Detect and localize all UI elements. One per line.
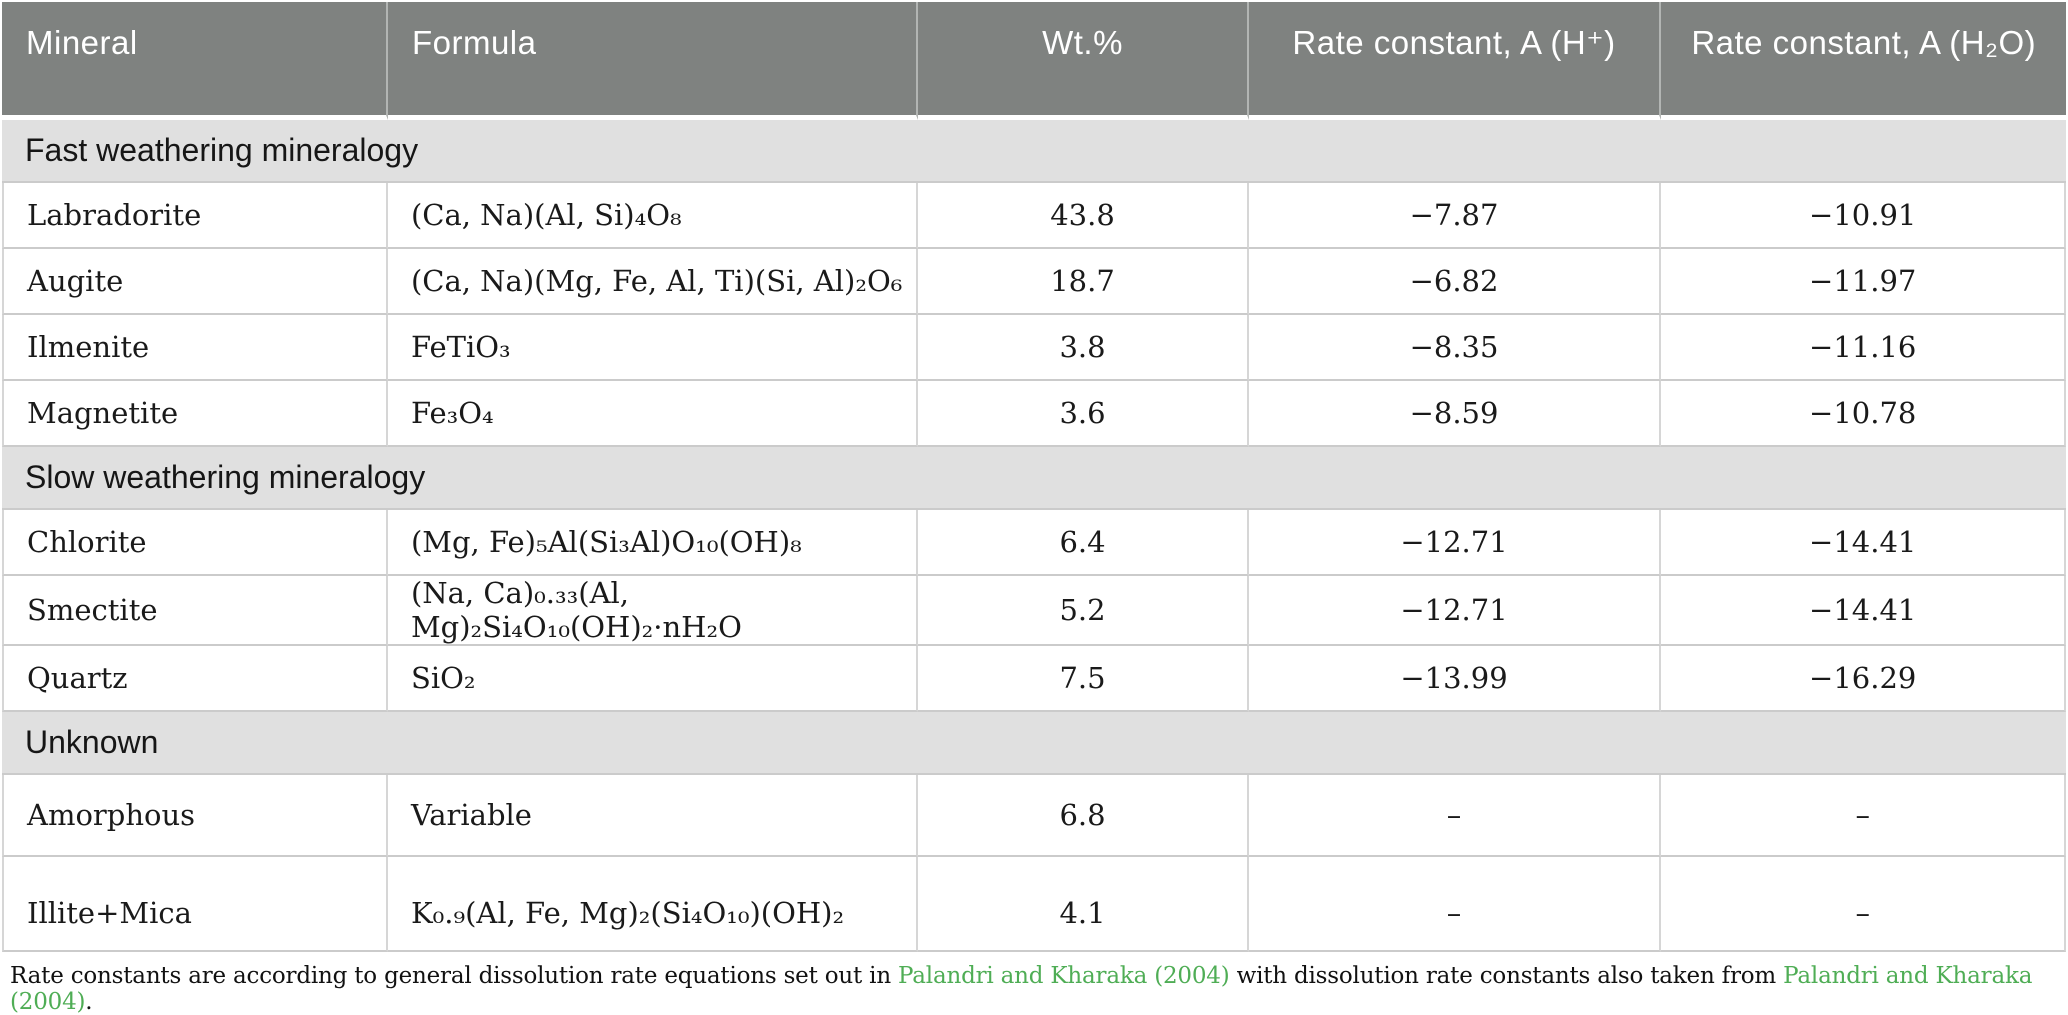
section-row-fast-weathering: Fast weathering mineralogy [2,120,2066,183]
rate-h-cell: −12.71 [1248,576,1662,646]
wt-cell: 43.8 [918,183,1249,249]
mineral-cell: Illite+Mica [2,857,388,952]
wt-cell: 3.8 [918,315,1249,381]
col-header-wt-percent: Wt.% [918,2,1249,120]
wt-cell: 4.1 [918,857,1249,952]
formula-cell: (Ca, Na)(Al, Si)₄O₈ [387,183,919,249]
rate-h2o-cell: −14.41 [1661,510,2066,576]
col-header-rate-h2o: Rate constant, A (H₂O) [1661,2,2066,120]
rate-h2o-cell: −11.16 [1661,315,2066,381]
section-row-unknown: Unknown [2,712,2066,775]
footnote-text: Rate constants are according to general … [10,963,899,989]
section-title: Fast weathering mineralogy [2,120,2066,183]
rate-h-cell: – [1248,857,1662,952]
table-row-magnetite: Magnetite Fe₃O₄ 3.6 −8.59 −10.78 [2,381,2066,447]
rate-h2o-cell: – [1661,775,2066,857]
table-row-ilmenite: Ilmenite FeTiO₃ 3.8 −8.35 −11.16 [2,315,2066,381]
wt-cell: 3.6 [918,381,1249,447]
mineral-cell: Chlorite [2,510,388,576]
header-row: Mineral Formula Wt.% Rate constant, A (H… [2,2,2066,120]
col-header-rate-h: Rate constant, A (H⁺) [1248,2,1662,120]
col-header-formula: Formula [387,2,919,120]
formula-cell: (Na, Ca)₀.₃₃(Al, Mg)₂Si₄O₁₀(OH)₂·nH₂O [387,576,919,646]
rate-h-cell: – [1248,775,1662,857]
wt-cell: 6.8 [918,775,1249,857]
formula-cell: SiO₂ [387,646,919,712]
table-footnote: Rate constants are according to general … [10,963,2066,1015]
mineral-cell: Quartz [2,646,388,712]
rate-h2o-cell: −11.97 [1661,249,2066,315]
formula-cell: FeTiO₃ [387,315,919,381]
rate-h-cell: −7.87 [1248,183,1662,249]
footnote-text: with dissolution rate constants also tak… [1229,963,1784,989]
citation-link-palandri-kharaka-1[interactable]: Palandri and Kharaka (2004) [898,963,1230,989]
rate-h-cell: −13.99 [1248,646,1662,712]
rate-h-cell: −8.35 [1248,315,1662,381]
rate-h2o-cell: −10.91 [1661,183,2066,249]
formula-cell: Variable [387,775,919,857]
formula-cell: (Ca, Na)(Mg, Fe, Al, Ti)(Si, Al)₂O₆ [387,249,919,315]
footnote-period: . [85,989,93,1015]
section-row-slow-weathering: Slow weathering mineralogy [2,447,2066,510]
mineral-cell: Ilmenite [2,315,388,381]
formula-cell: (Mg, Fe)₅Al(Si₃Al)O₁₀(OH)₈ [387,510,919,576]
rate-h2o-cell: −14.41 [1661,576,2066,646]
mineral-cell: Magnetite [2,381,388,447]
table-row-chlorite: Chlorite (Mg, Fe)₅Al(Si₃Al)O₁₀(OH)₈ 6.4 … [2,510,2066,576]
section-title: Unknown [2,712,2066,775]
wt-cell: 7.5 [918,646,1249,712]
rate-h-cell: −8.59 [1248,381,1662,447]
mineral-cell: Labradorite [2,183,388,249]
rate-h2o-cell: −16.29 [1661,646,2066,712]
mineral-cell: Smectite [2,576,388,646]
col-header-mineral: Mineral [2,2,388,120]
table-row-quartz: Quartz SiO₂ 7.5 −13.99 −16.29 [2,646,2066,712]
wt-cell: 6.4 [918,510,1249,576]
rate-h2o-cell: −10.78 [1661,381,2066,447]
table-row-amorphous: Amorphous Variable 6.8 – – [2,775,2066,857]
formula-cell: K₀.₉(Al, Fe, Mg)₂(Si₄O₁₀)(OH)₂ [387,857,919,952]
wt-cell: 18.7 [918,249,1249,315]
wt-cell: 5.2 [918,576,1249,646]
rate-h-cell: −6.82 [1248,249,1662,315]
table-row-illite-mica: Illite+Mica K₀.₉(Al, Fe, Mg)₂(Si₄O₁₀)(OH… [2,857,2066,952]
mineral-cell: Augite [2,249,388,315]
mineral-cell: Amorphous [2,775,388,857]
table-row-labradorite: Labradorite (Ca, Na)(Al, Si)₄O₈ 43.8 −7.… [2,183,2066,249]
rate-h-cell: −12.71 [1248,510,1662,576]
table-row-augite: Augite (Ca, Na)(Mg, Fe, Al, Ti)(Si, Al)₂… [2,249,2066,315]
table-row-smectite: Smectite (Na, Ca)₀.₃₃(Al, Mg)₂Si₄O₁₀(OH)… [2,576,2066,646]
formula-cell: Fe₃O₄ [387,381,919,447]
section-title: Slow weathering mineralogy [2,447,2066,510]
rate-h2o-cell: – [1661,857,2066,952]
mineral-rate-table: Mineral Formula Wt.% Rate constant, A (H… [2,2,2066,952]
